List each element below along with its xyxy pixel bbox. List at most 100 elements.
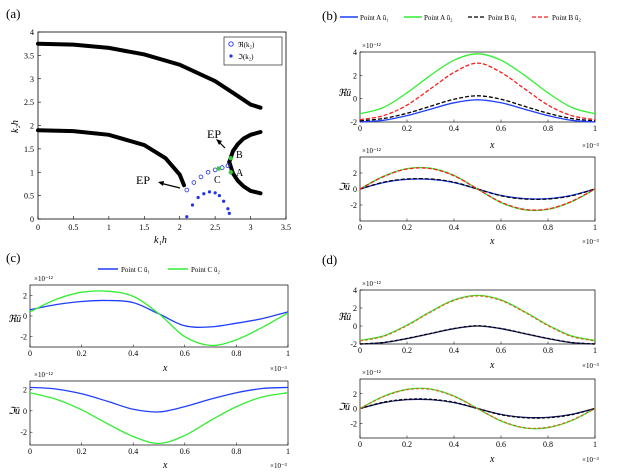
b-bottom-xtick-label: 0 bbox=[358, 223, 362, 232]
d-top-series-2 bbox=[359, 325, 596, 345]
c-bottom-ytick-label: 0 bbox=[23, 407, 27, 416]
a-real-branch bbox=[227, 160, 263, 196]
c-bottom-series-0 bbox=[29, 386, 289, 413]
b-bottom-xtick-label: 0.4 bbox=[449, 223, 459, 232]
panel-a-label: (a) bbox=[6, 6, 20, 21]
c-top-xtick-label: 0.6 bbox=[180, 349, 190, 358]
c-bottom-xtick-label: 0.8 bbox=[231, 447, 241, 456]
panel-a-ylabel: k₂h bbox=[10, 120, 21, 133]
panel-c-bottom-ymult: ×10⁻¹² bbox=[34, 371, 53, 379]
a-xtick-label: 3 bbox=[249, 223, 253, 232]
a-xtick-label: 0.5 bbox=[68, 223, 78, 232]
c-bottom-ytick-label: -2 bbox=[20, 428, 27, 437]
d-bottom-ytick-label: 0 bbox=[353, 405, 357, 414]
panel-d-bottom-axes: 0 0.2 0.4 0.6 0.8 1 -2 0 2 bbox=[350, 378, 597, 449]
b-top-ytick-label: 4 bbox=[353, 48, 357, 57]
panel-b-top-xmult: ×10⁻³ bbox=[582, 142, 599, 150]
a-xtick-label: 3.5 bbox=[281, 223, 291, 232]
panel-c-top-ymult: ×10⁻¹² bbox=[34, 275, 53, 283]
annotation-point-c: C bbox=[214, 175, 221, 186]
panel-d-label: (d) bbox=[322, 252, 337, 267]
arrowhead-ep-upper bbox=[216, 139, 222, 145]
a-imag-marker bbox=[226, 207, 230, 211]
a-xtick-label: 2.5 bbox=[210, 223, 220, 232]
d-top-xtick-label: 0.4 bbox=[449, 346, 459, 355]
a-point-marker bbox=[216, 166, 221, 171]
a-imag-marker bbox=[196, 195, 200, 200]
b-top-frame bbox=[359, 51, 596, 123]
b-top-xtick-label: 0 bbox=[358, 124, 362, 133]
a-point-marker bbox=[228, 156, 233, 161]
a-imag-marker bbox=[185, 215, 189, 219]
c-bottom-xtick-label: 0.2 bbox=[77, 447, 87, 456]
panel-d-bottom-xlabel: x bbox=[489, 454, 495, 465]
c-bottom-series-1 bbox=[29, 392, 289, 445]
a-real-branch bbox=[36, 41, 263, 110]
panel-a-xlabel: k₁h bbox=[154, 235, 167, 246]
b-top-series-0 bbox=[359, 99, 596, 123]
b-bottom-xtick-label: 0.8 bbox=[543, 223, 553, 232]
panel-b-bottom-xlabel: x bbox=[489, 236, 495, 247]
c-top-ytick-label: 2 bbox=[23, 291, 27, 300]
a-ytick-label: 1 bbox=[30, 168, 34, 177]
annotation-ep-upper: EP bbox=[207, 127, 221, 141]
a-imag-marker bbox=[213, 191, 217, 195]
a-ytick-label: 0 bbox=[30, 215, 34, 224]
d-bottom-ytick-label: 2 bbox=[353, 390, 357, 399]
c-bottom-xtick-label: 0.4 bbox=[128, 447, 138, 456]
d-top-xtick-label: 0.2 bbox=[402, 346, 412, 355]
panel-b-bottom-ylabel: ℑū bbox=[338, 182, 350, 193]
panel-b-top-ylabel: ℜū bbox=[338, 88, 351, 99]
panel-c-bottom-axes: 0 0.2 0.4 0.6 0.8 1 -2 0 2 bbox=[20, 380, 290, 456]
d-top-xtick-label: 0.8 bbox=[543, 346, 553, 355]
a-real-marker bbox=[191, 180, 197, 185]
panel-a-legend: ℜ(k₂) ℑ(k₂) bbox=[223, 36, 283, 66]
annotation-point-b: B bbox=[236, 150, 243, 161]
panel-a-legend-box bbox=[223, 36, 283, 66]
panel-c-top-xmult: ×10⁻³ bbox=[270, 365, 287, 373]
b-top-ytick-label: 2 bbox=[353, 71, 357, 80]
a-imag-marker bbox=[190, 203, 195, 207]
d-top-series-1 bbox=[359, 294, 596, 342]
panel-c-bottom-xmult: ×10⁻³ bbox=[270, 462, 287, 470]
a-real-marker bbox=[205, 169, 211, 175]
legend-b-b-u1: Point B ū₁ bbox=[488, 14, 517, 22]
d-top-xtick-label: 1 bbox=[593, 346, 597, 355]
c-top-frame bbox=[29, 284, 289, 348]
a-xtick-label: 1 bbox=[107, 223, 111, 232]
a-imag-marker bbox=[207, 190, 212, 194]
panel-b-bottom-ymult: ×10⁻¹² bbox=[362, 147, 381, 155]
b-top-xtick-label: 0.4 bbox=[449, 124, 459, 133]
panel-c-bottom-xlabel: x bbox=[162, 460, 168, 471]
panel-c-legend: Point C ū₁ Point C ū₂ bbox=[98, 266, 220, 274]
legend-c-u2: Point C ū₂ bbox=[191, 266, 220, 274]
panel-b-bottom-xmult: ×10⁻³ bbox=[582, 238, 599, 246]
panel-d-bottom-ylabel: ℑū bbox=[338, 402, 350, 413]
b-bottom-xtick-label: 1 bbox=[593, 223, 597, 232]
d-bottom-series-2 bbox=[359, 398, 596, 419]
c-bottom-ytick-label: 2 bbox=[23, 386, 27, 395]
panel-c-top-ylabel: ℜū bbox=[8, 314, 21, 325]
c-bottom-frame bbox=[29, 380, 289, 446]
b-top-xtick-label: 1 bbox=[593, 124, 597, 133]
a-ytick-label: 2.5 bbox=[24, 98, 34, 107]
panel-c-top-axes: 0 0.2 0.4 0.6 0.8 1-202 bbox=[20, 284, 290, 358]
b-top-xtick-label: 0.2 bbox=[402, 124, 412, 133]
c-top-xtick-label: 0 bbox=[28, 349, 32, 358]
a-imag-marker bbox=[227, 211, 231, 215]
a-real-marker bbox=[184, 187, 190, 193]
panel-b-legend: Point A ū₁ Point A ū₂ Point B ū₁ Point B… bbox=[340, 14, 581, 22]
b-top-series-1 bbox=[359, 53, 596, 115]
b-bottom-series-2 bbox=[359, 177, 596, 201]
a-ytick-label: 0.5 bbox=[24, 192, 34, 201]
d-top-series-3 bbox=[359, 295, 596, 342]
arrowhead-ep-lower bbox=[158, 181, 164, 186]
a-xtick-label: 0 bbox=[36, 223, 40, 232]
d-top-xtick-label: 0.6 bbox=[496, 346, 506, 355]
legend-c-u1: Point C ū₁ bbox=[121, 266, 150, 274]
annotation-point-a: A bbox=[236, 168, 244, 179]
panel-c-bottom-ylabel: ℑū bbox=[8, 406, 20, 417]
a-real-branch bbox=[36, 128, 186, 188]
